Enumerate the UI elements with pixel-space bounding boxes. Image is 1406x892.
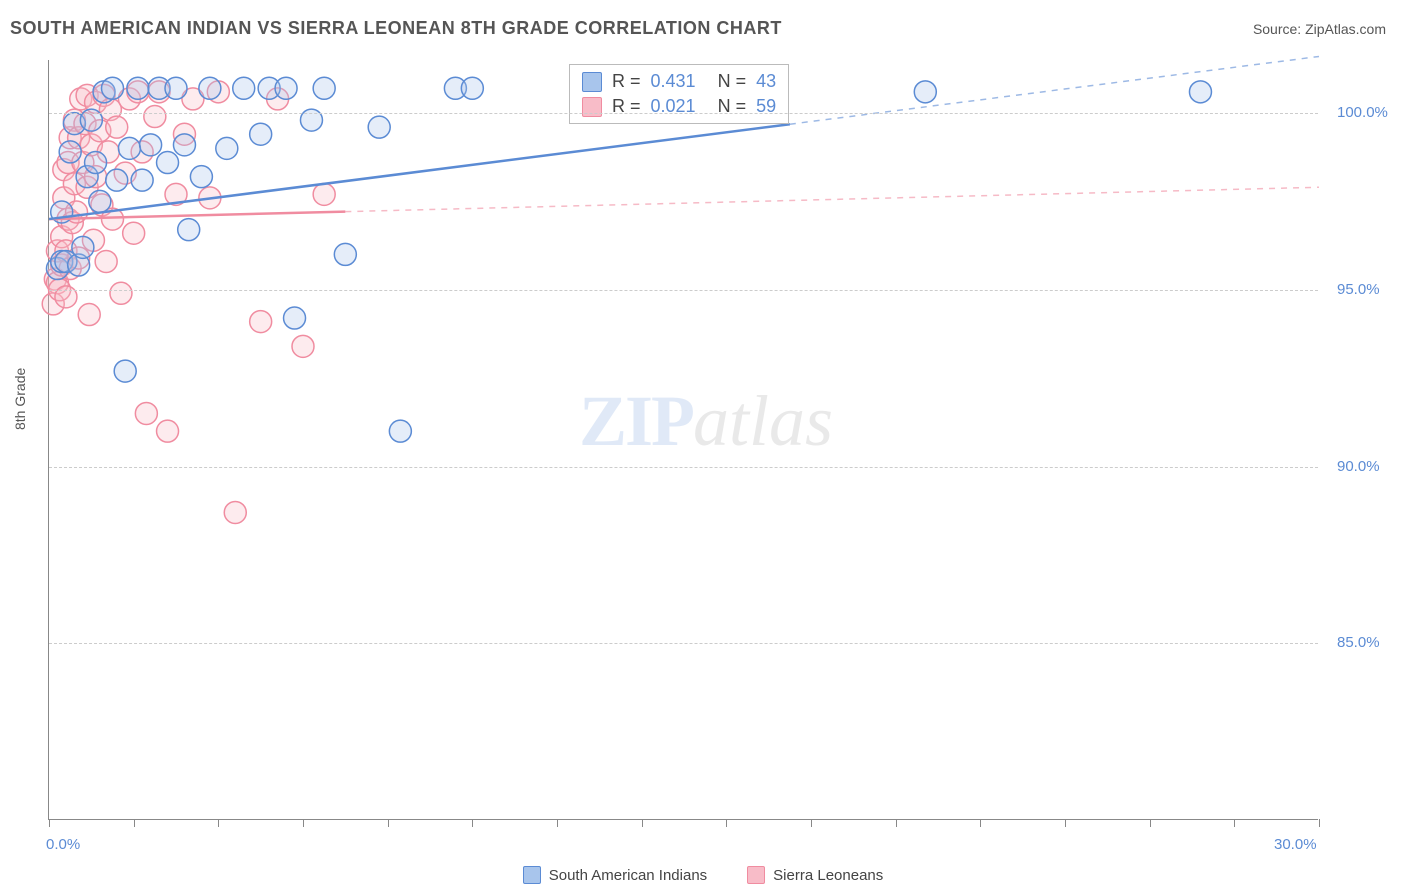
- x-tick-label: 30.0%: [1274, 836, 1317, 853]
- stats-r-value-1: 0.431: [651, 71, 696, 92]
- x-tick: [49, 819, 50, 827]
- grid-line: [49, 113, 1318, 114]
- x-tick: [811, 819, 812, 827]
- stats-box: R = 0.431 N = 43 R = 0.021 N = 59: [569, 64, 789, 124]
- y-tick-label: 95.0%: [1337, 281, 1380, 298]
- x-tick: [1065, 819, 1066, 827]
- legend-item-1: South American Indians: [523, 866, 707, 884]
- stats-n-label-1: N =: [718, 71, 747, 92]
- source-label: Source: ZipAtlas.com: [1253, 21, 1386, 37]
- x-tick: [134, 819, 135, 827]
- x-tick: [218, 819, 219, 827]
- legend-swatch-1: [523, 866, 541, 884]
- legend-label-2: Sierra Leoneans: [773, 867, 883, 884]
- stats-swatch-1: [582, 72, 602, 92]
- x-tick: [1234, 819, 1235, 827]
- y-tick-label: 90.0%: [1337, 458, 1380, 475]
- legend-item-2: Sierra Leoneans: [747, 866, 883, 884]
- x-tick: [896, 819, 897, 827]
- legend-label-1: South American Indians: [549, 867, 707, 884]
- grid-line: [49, 467, 1318, 468]
- x-tick: [980, 819, 981, 827]
- stats-r-label-1: R =: [612, 71, 641, 92]
- stats-row-1: R = 0.431 N = 43: [582, 71, 776, 92]
- chart-svg: [49, 60, 1318, 819]
- y-tick-label: 85.0%: [1337, 634, 1380, 651]
- grid-line: [49, 643, 1318, 644]
- legend-bottom: South American Indians Sierra Leoneans: [0, 866, 1406, 884]
- grid-line: [49, 290, 1318, 291]
- x-tick: [726, 819, 727, 827]
- x-tick: [1319, 819, 1320, 827]
- y-axis-label: 8th Grade: [12, 368, 28, 430]
- legend-swatch-2: [747, 866, 765, 884]
- chart-title: SOUTH AMERICAN INDIAN VS SIERRA LEONEAN …: [10, 18, 782, 39]
- plot-area: ZIPatlas R = 0.431 N = 43 R = 0.021 N = …: [48, 60, 1318, 820]
- stats-n-value-1: 43: [756, 71, 776, 92]
- x-tick: [1150, 819, 1151, 827]
- x-tick: [472, 819, 473, 827]
- x-tick: [303, 819, 304, 827]
- x-tick-label: 0.0%: [46, 836, 80, 853]
- x-tick: [388, 819, 389, 827]
- title-bar: SOUTH AMERICAN INDIAN VS SIERRA LEONEAN …: [10, 18, 1386, 39]
- x-tick: [557, 819, 558, 827]
- y-tick-label: 100.0%: [1337, 104, 1388, 121]
- x-tick: [642, 819, 643, 827]
